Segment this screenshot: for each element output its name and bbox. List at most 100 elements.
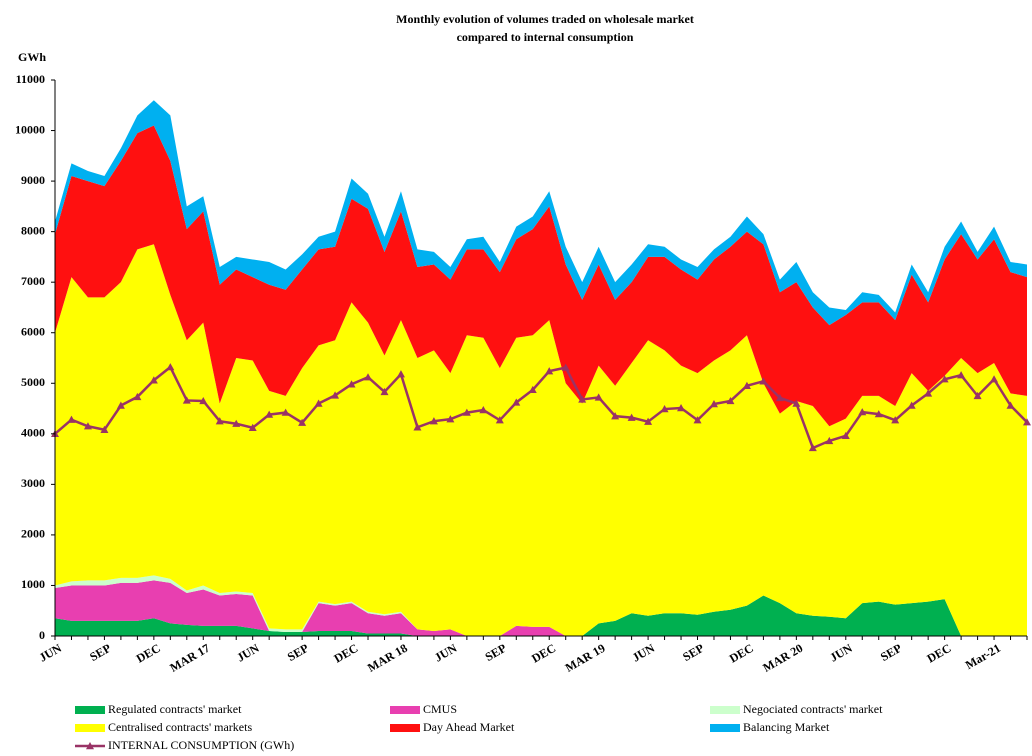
marker xyxy=(133,392,142,401)
legend-swatch xyxy=(75,724,105,732)
x-tick-label: MAR 18 xyxy=(365,641,410,675)
x-tick-label: SEP xyxy=(680,641,706,664)
marker xyxy=(677,404,686,412)
marker xyxy=(429,417,438,425)
marker xyxy=(495,416,504,424)
marker xyxy=(528,385,537,394)
marker xyxy=(759,377,768,385)
y-axis-label: GWh xyxy=(18,50,46,64)
legend-swatch xyxy=(710,706,740,714)
marker xyxy=(265,410,274,418)
marker xyxy=(874,410,883,418)
legend-label: Negociated contracts' market xyxy=(743,702,883,716)
x-tick-label: SEP xyxy=(878,641,904,664)
marker xyxy=(314,399,323,407)
x-tick-label: DEC xyxy=(529,641,558,666)
y-tick-label: 1000 xyxy=(21,577,45,591)
x-tick-label: JUN xyxy=(37,641,64,665)
chart-title: Monthly evolution of volumes traded on w… xyxy=(396,12,694,26)
marker xyxy=(594,393,603,401)
legend-label: Regulated contracts' market xyxy=(108,702,242,716)
legend-swatch xyxy=(710,724,740,732)
x-tick-label: MAR 20 xyxy=(760,641,805,675)
marker xyxy=(462,408,471,416)
marker xyxy=(545,367,554,375)
legend-label: INTERNAL CONSUMPTION (GWh) xyxy=(108,738,294,752)
area xyxy=(55,595,1027,636)
marker xyxy=(67,415,76,423)
x-tick-label: DEC xyxy=(727,641,756,666)
marker xyxy=(858,408,867,416)
line xyxy=(54,365,1028,450)
legend-swatch xyxy=(390,706,420,714)
marker xyxy=(215,417,224,425)
marker xyxy=(627,413,636,421)
marker xyxy=(726,396,735,405)
marker xyxy=(792,399,801,407)
marker xyxy=(693,416,702,424)
legend-label: Centralised contracts' markets xyxy=(108,720,252,734)
x-tick-label: DEC xyxy=(134,641,163,666)
x-tick-label: SEP xyxy=(285,641,311,664)
marker xyxy=(808,443,817,452)
marker xyxy=(232,419,241,427)
x-tick-label: JUN xyxy=(234,641,261,665)
marker xyxy=(331,391,340,399)
marker xyxy=(149,376,158,384)
legend-swatch xyxy=(86,742,94,750)
x-tick-label: JUN xyxy=(432,641,459,665)
marker xyxy=(347,380,356,388)
x-tick-label: Mar-21 xyxy=(963,641,1003,672)
legend-label: CMUS xyxy=(423,702,457,716)
marker xyxy=(611,412,620,420)
y-tick-label: 9000 xyxy=(21,173,45,187)
y-tick-label: 5000 xyxy=(21,375,45,389)
marker xyxy=(578,395,587,403)
x-tick-label: SEP xyxy=(87,641,113,664)
x-tick-label: JUN xyxy=(827,641,854,665)
y-tick-label: 11000 xyxy=(16,72,45,86)
marker xyxy=(973,391,982,400)
legend-swatch xyxy=(75,706,105,714)
marker xyxy=(957,371,966,379)
marker xyxy=(1023,418,1031,426)
area xyxy=(55,100,1027,326)
marker xyxy=(841,431,850,440)
marker xyxy=(907,401,916,409)
marker xyxy=(413,423,422,431)
legend-swatch xyxy=(390,724,420,732)
marker xyxy=(924,389,933,397)
marker xyxy=(891,416,900,424)
y-tick-label: 8000 xyxy=(21,223,45,237)
marker xyxy=(1006,401,1015,409)
y-tick-label: 2000 xyxy=(21,527,45,541)
marker xyxy=(825,436,834,445)
marker xyxy=(100,425,109,433)
marker xyxy=(199,396,208,405)
marker xyxy=(660,405,669,413)
marker xyxy=(940,375,949,383)
chart-title: compared to internal consumption xyxy=(457,30,634,44)
area xyxy=(55,125,1027,427)
marker xyxy=(479,406,488,414)
x-tick-label: DEC xyxy=(331,641,360,666)
y-tick-label: 6000 xyxy=(21,324,45,338)
y-tick-label: 0 xyxy=(39,628,45,642)
y-tick-label: 10000 xyxy=(15,122,45,136)
area xyxy=(55,244,1027,636)
marker xyxy=(182,396,191,404)
x-tick-label: JUN xyxy=(630,641,657,665)
y-tick-label: 7000 xyxy=(21,274,45,288)
x-tick-label: MAR 19 xyxy=(563,641,608,675)
y-tick-label: 4000 xyxy=(21,426,45,440)
marker xyxy=(380,387,389,396)
legend-label: Day Ahead Market xyxy=(423,720,515,734)
area xyxy=(55,580,1027,636)
x-tick-label: MAR 17 xyxy=(167,641,212,675)
marker xyxy=(742,381,751,389)
marker xyxy=(446,415,455,423)
y-tick-label: 3000 xyxy=(21,476,45,490)
legend-label: Balancing Market xyxy=(743,720,830,734)
marker xyxy=(709,399,718,408)
